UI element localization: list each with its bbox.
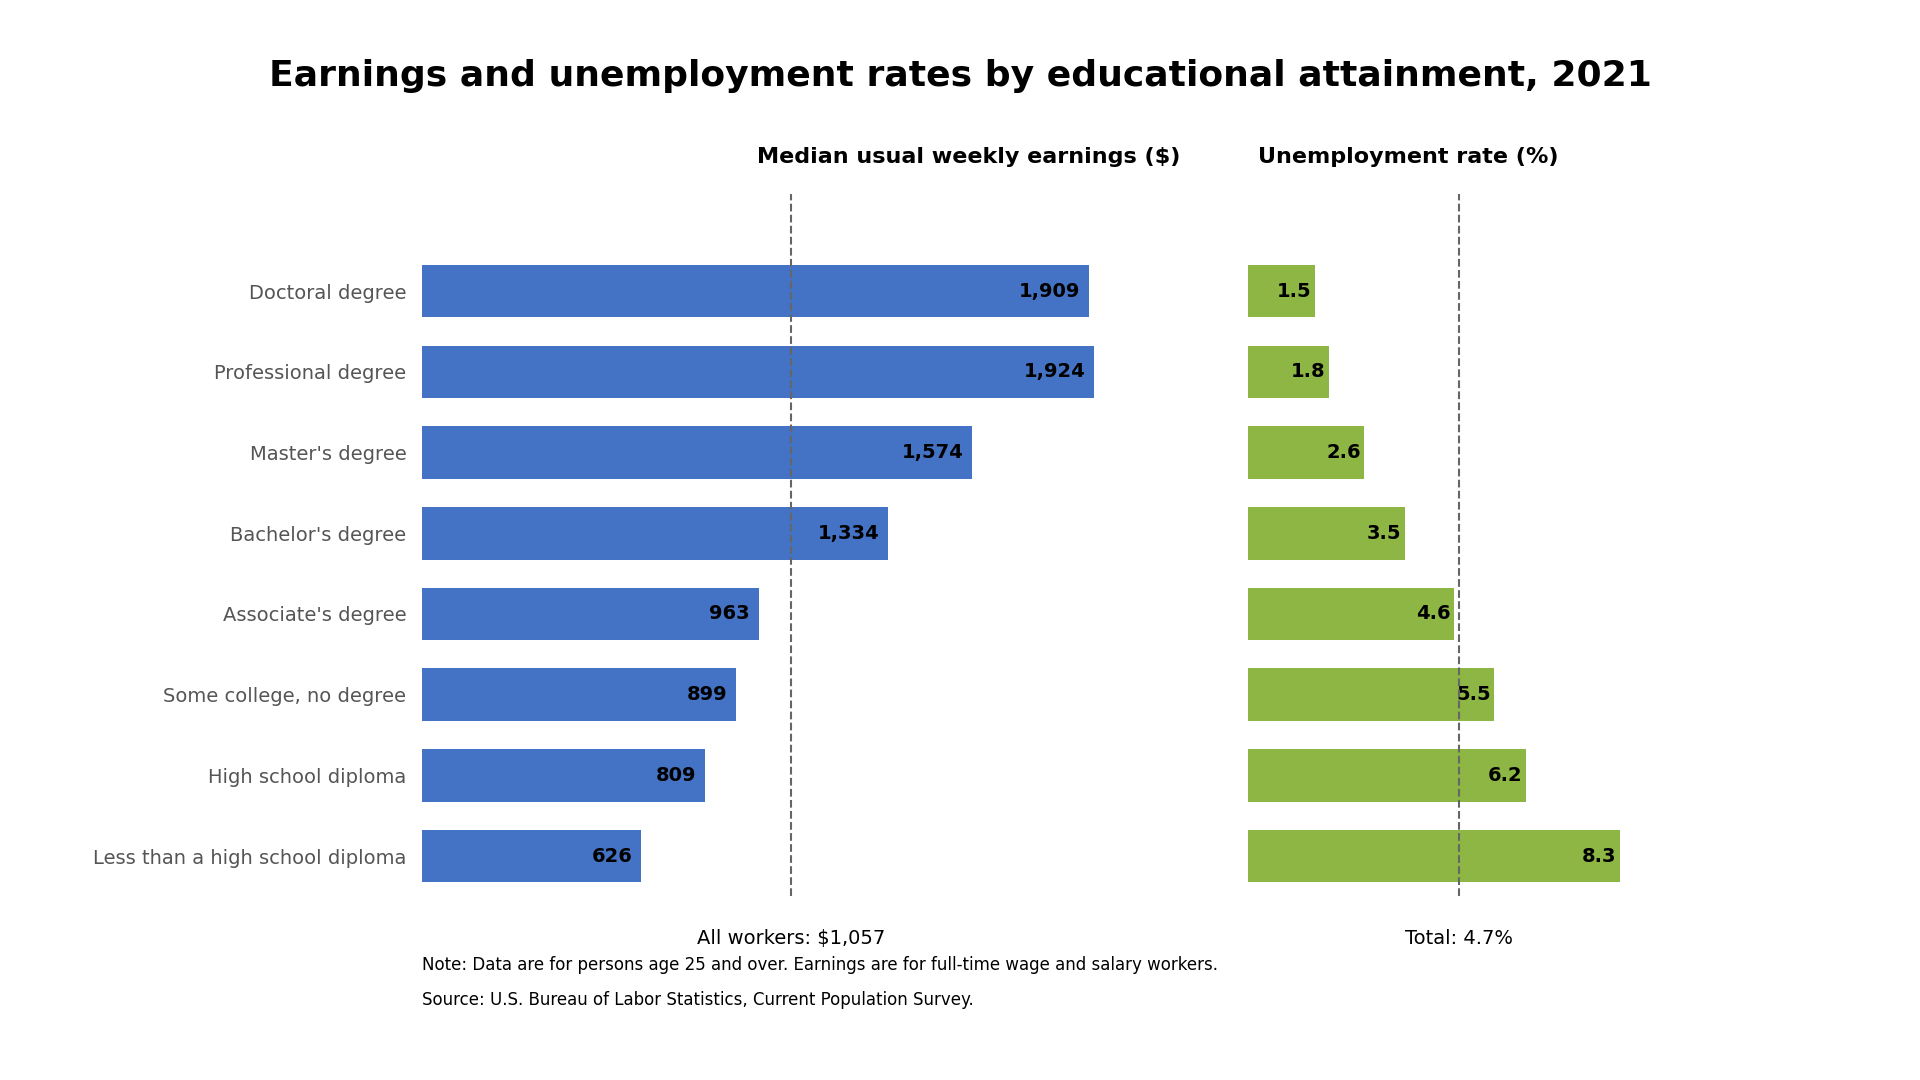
Text: 1,334: 1,334 xyxy=(818,524,879,543)
Text: 963: 963 xyxy=(708,605,751,623)
Text: 8.3: 8.3 xyxy=(1582,847,1617,865)
Bar xyxy=(1248,508,1405,559)
Text: Total: 4.7%: Total: 4.7% xyxy=(1405,929,1513,947)
Text: 1.8: 1.8 xyxy=(1290,363,1325,381)
Bar xyxy=(422,588,758,640)
Text: 626: 626 xyxy=(591,847,632,865)
Bar xyxy=(1248,427,1365,478)
Bar xyxy=(1248,829,1620,882)
Text: Unemployment rate (%): Unemployment rate (%) xyxy=(1258,147,1559,167)
Text: 1,924: 1,924 xyxy=(1023,363,1085,381)
Bar xyxy=(422,669,735,721)
Bar xyxy=(1248,588,1453,640)
Text: Median usual weekly earnings ($): Median usual weekly earnings ($) xyxy=(756,147,1181,167)
Bar xyxy=(1248,669,1494,721)
Bar xyxy=(422,265,1089,318)
Bar xyxy=(422,427,972,478)
Bar xyxy=(422,829,641,882)
Text: 1,574: 1,574 xyxy=(900,443,964,462)
Text: 4.6: 4.6 xyxy=(1415,605,1450,623)
Text: 809: 809 xyxy=(655,766,697,785)
Bar xyxy=(422,508,889,559)
Text: Note: Data are for persons age 25 and over. Earnings are for full-time wage and : Note: Data are for persons age 25 and ov… xyxy=(422,956,1219,974)
Text: 899: 899 xyxy=(687,685,728,704)
Text: 1,909: 1,909 xyxy=(1020,282,1081,300)
Bar xyxy=(1248,750,1526,801)
Text: 5.5: 5.5 xyxy=(1455,685,1490,704)
Text: Earnings and unemployment rates by educational attainment, 2021: Earnings and unemployment rates by educa… xyxy=(269,58,1651,93)
Text: 6.2: 6.2 xyxy=(1488,766,1523,785)
Text: 1.5: 1.5 xyxy=(1277,282,1311,300)
Bar xyxy=(1248,265,1315,318)
Bar xyxy=(422,346,1094,399)
Text: All workers: $1,057: All workers: $1,057 xyxy=(697,929,885,947)
Bar xyxy=(1248,346,1329,399)
Text: 3.5: 3.5 xyxy=(1367,524,1402,543)
Bar xyxy=(422,750,705,801)
Text: Source: U.S. Bureau of Labor Statistics, Current Population Survey.: Source: U.S. Bureau of Labor Statistics,… xyxy=(422,991,973,1010)
Text: 2.6: 2.6 xyxy=(1327,443,1361,462)
